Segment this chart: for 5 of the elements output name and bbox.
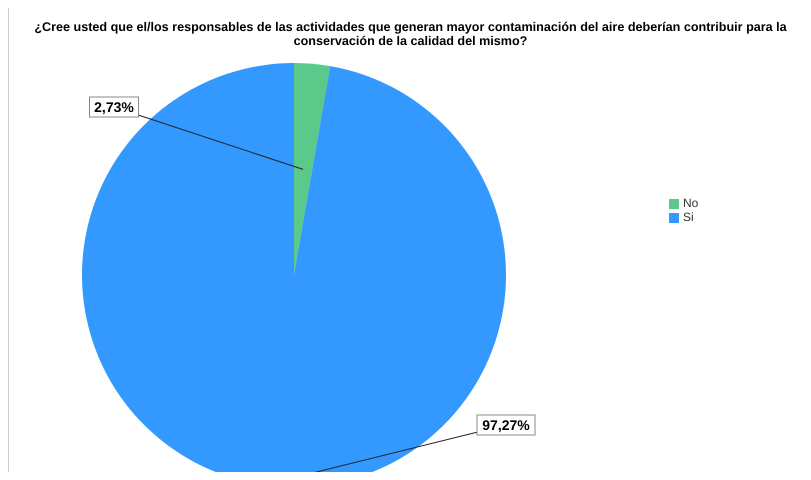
data-label: 97,27%	[482, 417, 530, 433]
data-label: 2,73%	[94, 99, 134, 115]
legend-label: Si	[683, 210, 694, 224]
legend-label: No	[683, 196, 698, 210]
chart-title: ¿Cree usted que el/los responsables de las actividades que generan mayor contaminación del aire deberían contribuir para la conservación de la calidad del mismo?	[33, 20, 788, 48]
